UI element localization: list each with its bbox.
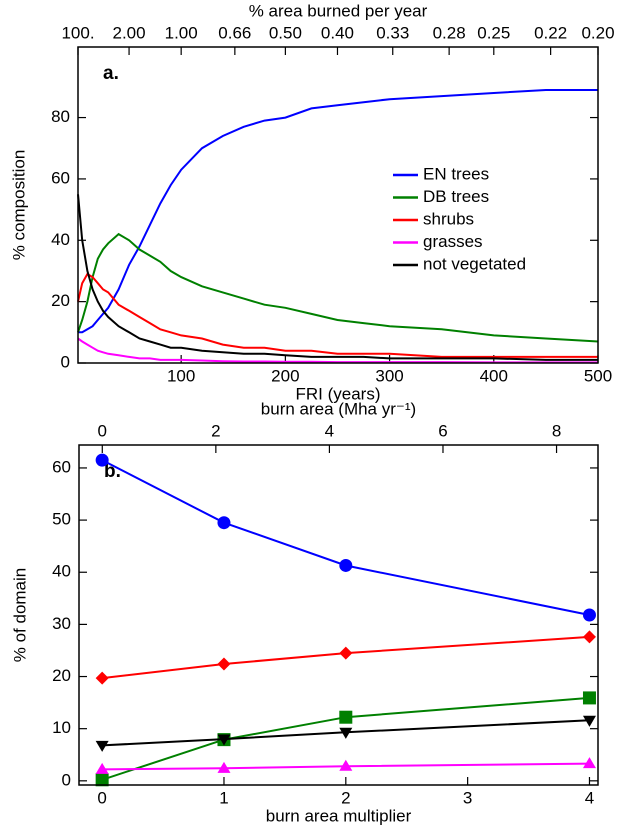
marker bbox=[582, 608, 596, 622]
x2-tick-label: 4 bbox=[325, 421, 334, 440]
x2-tick-label: 6 bbox=[438, 421, 447, 440]
x2-tick-label: 8 bbox=[552, 421, 561, 440]
legend-label: EN trees bbox=[423, 164, 489, 183]
x-tick-label: 2 bbox=[341, 788, 350, 807]
marker bbox=[582, 691, 596, 705]
x2-tick-label: 0.25 bbox=[477, 23, 510, 42]
y-tick-label: 20 bbox=[51, 291, 70, 310]
y-tick-label: 60 bbox=[52, 457, 71, 476]
y-axis-label: % of domain bbox=[10, 568, 29, 663]
marker bbox=[95, 762, 109, 774]
marker bbox=[339, 710, 353, 724]
x2-tick-label: 0.50 bbox=[269, 23, 302, 42]
x-axis-label: FRI (years) bbox=[296, 384, 381, 403]
x2-tick-label: 0.22 bbox=[534, 23, 567, 42]
x-tick-label: 200 bbox=[271, 366, 299, 385]
x-tick-label: 300 bbox=[375, 366, 403, 385]
series-line bbox=[78, 89, 598, 334]
x-tick-label: 500 bbox=[584, 366, 612, 385]
marker bbox=[217, 657, 231, 671]
marker bbox=[217, 761, 231, 773]
x-tick-label: 400 bbox=[480, 366, 508, 385]
marker bbox=[582, 715, 596, 727]
x2-tick-label: 2.00 bbox=[113, 23, 146, 42]
x-tick-label: 1 bbox=[219, 788, 228, 807]
y-tick-label: 40 bbox=[52, 562, 71, 581]
marker bbox=[582, 630, 596, 644]
y-tick-label: 40 bbox=[51, 230, 70, 249]
y-tick-label: 0 bbox=[62, 770, 71, 789]
x2-axis-label: burn area (Mha yr⁻¹) bbox=[261, 399, 416, 418]
marker bbox=[339, 646, 353, 660]
series-line bbox=[101, 696, 590, 781]
x-tick-label: 3 bbox=[463, 788, 472, 807]
marker bbox=[95, 453, 109, 467]
marker bbox=[339, 558, 353, 572]
x2-tick-label: 0.66 bbox=[218, 23, 251, 42]
series-line bbox=[101, 635, 590, 680]
legend-label: grasses bbox=[423, 232, 483, 251]
series-line bbox=[102, 762, 590, 771]
x2-tick-label: 2 bbox=[211, 421, 220, 440]
legend-label: not vegetated bbox=[423, 254, 526, 273]
x2-tick-label: 0.20 bbox=[581, 23, 614, 42]
series-line bbox=[102, 719, 590, 747]
x2-axis-label: % area burned per year bbox=[249, 1, 428, 20]
x-tick-label: 100 bbox=[167, 366, 195, 385]
marker bbox=[339, 759, 353, 771]
y-tick-label: 80 bbox=[51, 107, 70, 126]
y-tick-label: 0 bbox=[61, 352, 70, 371]
x2-tick-label: 0 bbox=[98, 421, 107, 440]
x-tick-label: 4 bbox=[585, 788, 594, 807]
y-tick-label: 30 bbox=[52, 614, 71, 633]
y-axis-label: % composition bbox=[9, 150, 28, 261]
y-tick-label: 20 bbox=[52, 666, 71, 685]
y-tick-label: 50 bbox=[52, 510, 71, 529]
legend-label: shrubs bbox=[423, 209, 474, 228]
x-axis-label: burn area multiplier bbox=[266, 806, 412, 825]
marker bbox=[95, 671, 109, 685]
plot-frame bbox=[77, 46, 599, 364]
panel-label: a. bbox=[103, 63, 119, 84]
series-line bbox=[77, 337, 598, 364]
plot-frame bbox=[78, 444, 599, 786]
x2-tick-label: 0.28 bbox=[433, 23, 466, 42]
marker bbox=[95, 740, 109, 752]
y-tick-label: 60 bbox=[51, 168, 70, 187]
marker bbox=[582, 757, 596, 769]
x-tick-label: 0 bbox=[97, 788, 106, 807]
x2-tick-label: 0.40 bbox=[321, 23, 354, 42]
x2-tick-label: 100. bbox=[61, 23, 94, 42]
series-line bbox=[77, 272, 598, 358]
marker bbox=[339, 727, 353, 739]
panel-label: b. bbox=[104, 461, 121, 482]
series-line bbox=[101, 459, 590, 616]
legend-label: DB trees bbox=[423, 187, 489, 206]
marker bbox=[95, 773, 109, 787]
x2-tick-label: 0.33 bbox=[376, 23, 409, 42]
x2-tick-label: 1.00 bbox=[165, 23, 198, 42]
marker bbox=[217, 734, 231, 746]
y-tick-label: 10 bbox=[52, 718, 71, 737]
series-line bbox=[77, 232, 599, 343]
series-line bbox=[77, 194, 598, 361]
marker bbox=[217, 516, 231, 530]
